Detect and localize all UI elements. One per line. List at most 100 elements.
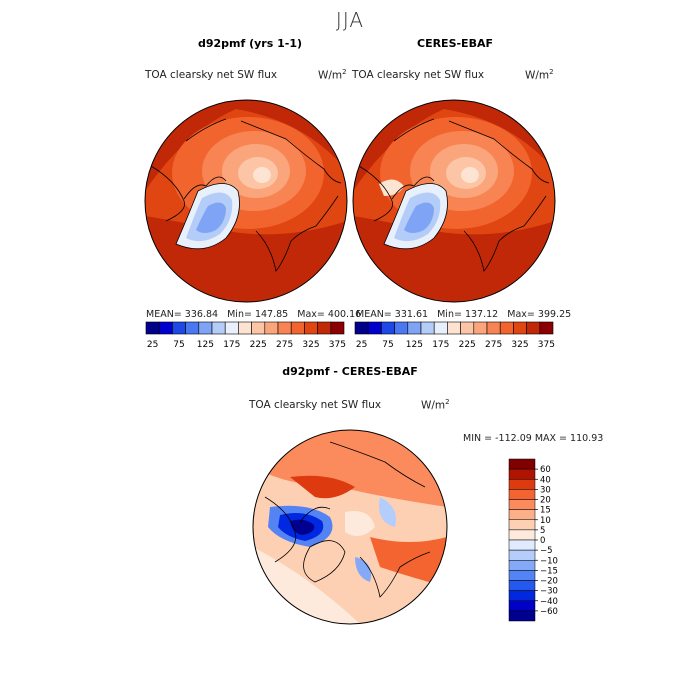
panel1-colorbar-swatch-12 xyxy=(304,321,318,335)
panel1-colorbar-tick-label: 25 xyxy=(147,340,158,350)
panel2-stats: MEAN= 331.61 Min= 137.12 Max= 399.25 xyxy=(356,309,572,320)
panel3-units: W/m2 xyxy=(421,398,450,412)
panel2-colorbar-tick-label: 325 xyxy=(511,340,528,350)
panel3-boundary xyxy=(252,429,448,625)
panel1-colorbar-swatch-5 xyxy=(211,321,226,335)
panel1-stats: MEAN= 336.84 Min= 147.85 Max= 400.16 xyxy=(146,309,362,320)
panel3-colorbar-swatch-3 xyxy=(508,489,536,500)
panel3-colorbar-swatch-6 xyxy=(508,519,536,531)
panel2-colorbar-tick-label: 25 xyxy=(356,340,367,350)
panel3-colorbar-tick-label: −30 xyxy=(540,587,558,597)
panel1-colorbar-tick-label: 275 xyxy=(276,340,293,350)
panel1-colorbar-tick-label: 325 xyxy=(302,340,319,350)
panel2-colorbar-tick-label: 175 xyxy=(432,340,449,350)
panel1-colorbar: 25 75 125 175 225 275 325 375 xyxy=(145,321,346,350)
panel1-coast-canada xyxy=(150,165,227,222)
panel1-colorbar-swatch-1 xyxy=(158,321,173,335)
panel3-colorbar-swatch-9 xyxy=(508,549,536,561)
panel3-colorbar-swatch-10 xyxy=(508,560,536,571)
panel3-polar-map xyxy=(252,429,448,625)
panel3-title: d92pmf - CERES-EBAF xyxy=(282,365,418,378)
panel2-coast-siberia xyxy=(448,120,550,184)
panel1-greenland-125 xyxy=(196,202,226,233)
panel2-title: CERES-EBAF xyxy=(417,37,493,50)
panel2-boundary xyxy=(352,99,556,303)
panel3-colorbar-swatch-8 xyxy=(508,539,536,551)
panel3-colorbar-tick-label: 60 xyxy=(540,465,551,475)
panel1-coast-greenland xyxy=(175,183,240,250)
panel3-colorbar-tick-label: 10 xyxy=(540,516,551,526)
panel2-coast-canada xyxy=(358,165,435,222)
figure-season-title: JJA xyxy=(335,8,365,32)
panel1-colorbar-swatch-14 xyxy=(330,321,345,335)
panel3-coast-siberia xyxy=(329,441,426,488)
panel2-colorbar: 25 75 125 175 225 275 325 375 xyxy=(354,321,555,350)
panel2-coast-alaska xyxy=(393,118,435,142)
panel3-colorbar-swatch-1 xyxy=(508,468,536,480)
panel2-colorbar-swatch-2 xyxy=(381,321,395,335)
panel2-units: W/m2 xyxy=(525,68,554,82)
panel3-colorbar-swatch-15 xyxy=(508,610,536,622)
panel1-colorbar-swatch-10 xyxy=(277,321,292,335)
panel3-negative-scandinavia xyxy=(355,557,371,582)
panel1-coast-siberia xyxy=(240,120,342,184)
panel3-colorbar-swatch-12 xyxy=(508,580,536,591)
panel3-coast-greenland xyxy=(303,540,346,583)
panel1-variable-label: TOA clearsky net SW flux xyxy=(145,69,278,81)
panel3-colorbar-tick-label: −60 xyxy=(540,607,558,617)
panel2-colorbar-tick-label: 225 xyxy=(459,340,476,350)
panel1-colorbar-swatch-9 xyxy=(264,321,279,335)
panel1-colorbar-tick-label: 125 xyxy=(197,340,214,350)
panel2-coast-europe xyxy=(463,195,547,272)
panel2-coast-greenland xyxy=(383,183,448,250)
panel3-colorbar-tick-label: 5 xyxy=(540,526,545,536)
panel3-variable-label: TOA clearsky net SW flux xyxy=(249,399,382,411)
panel2-colorbar-swatch-14 xyxy=(539,321,554,335)
panel2-colorbar-tick-label: 375 xyxy=(538,340,555,350)
panel3-coast-canada xyxy=(264,496,331,563)
panel2-colorbar-tick-label: 75 xyxy=(382,340,393,350)
panel2-colorbar-swatch-0 xyxy=(354,321,369,335)
panel1-colorbar-swatch-3 xyxy=(185,321,200,335)
panel2-colorbar-swatch-8 xyxy=(460,321,475,335)
panel1-colorbar-swatch-11 xyxy=(290,321,305,335)
panel3-colorbar-tick-label: 40 xyxy=(540,475,551,485)
panel3-colorbar-tick-label: −5 xyxy=(540,546,553,556)
panel3-positive-north xyxy=(253,430,447,507)
panel1-coast-europe xyxy=(255,195,339,272)
panel2-colorbar-swatch-3 xyxy=(394,321,409,335)
panel3-colorbar-tick-label: 20 xyxy=(540,496,551,506)
panel3-negative-core xyxy=(290,519,315,535)
panel1-colorbar-swatch-0 xyxy=(145,321,160,335)
panel3-colorbar-swatch-5 xyxy=(508,509,536,520)
panel2-band-200 xyxy=(461,167,479,183)
panel1-colorbar-swatch-2 xyxy=(172,321,186,335)
panel2-colorbar-swatch-4 xyxy=(407,321,422,335)
panel3-colorbar-tick-label: −10 xyxy=(540,556,558,566)
panel2-colorbar-swatch-11 xyxy=(499,321,514,335)
panel3-stats: MIN = -112.09 MAX = 110.93 xyxy=(463,433,604,444)
panel1-colorbar-tick-label: 375 xyxy=(329,340,346,350)
panel3-colorbar-tick-label: −40 xyxy=(540,597,558,607)
panel1-colorbar-tick-label: 175 xyxy=(223,340,240,350)
panel3-colorbar-swatch-11 xyxy=(508,570,536,581)
panel3-positive-arctic xyxy=(290,475,355,499)
panel3-neutral-pole xyxy=(345,511,375,536)
panel1-units: W/m2 xyxy=(318,68,347,82)
panel1-colorbar-swatch-6 xyxy=(224,321,239,335)
panel2-colorbar-swatch-6 xyxy=(433,321,448,335)
panel3-colorbar-tick-label: 30 xyxy=(540,485,551,495)
panel3-colorbar-tick-label: −20 xyxy=(540,577,558,587)
panel1-colorbar-swatch-13 xyxy=(317,321,332,335)
panel1-polar-map xyxy=(144,99,348,303)
panel1-colorbar-tick-label: 225 xyxy=(250,340,267,350)
panel2-colorbar-swatch-13 xyxy=(526,321,541,335)
panel2-colorbar-tick-label: 125 xyxy=(406,340,423,350)
panel2-greenland-125 xyxy=(404,202,434,233)
panel2-variable-label: TOA clearsky net SW flux xyxy=(352,69,485,81)
panel3-colorbar-swatch-7 xyxy=(508,529,536,541)
panel2-colorbar-swatch-1 xyxy=(367,321,382,335)
panel1-colorbar-tick-label: 75 xyxy=(173,340,184,350)
panel1-colorbar-swatch-4 xyxy=(198,321,213,335)
panel2-colorbar-swatch-5 xyxy=(420,321,435,335)
